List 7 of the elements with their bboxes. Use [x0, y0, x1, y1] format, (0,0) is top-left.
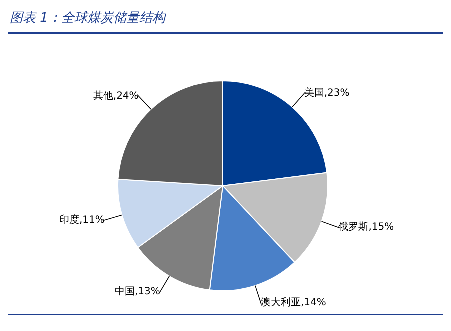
slice-label: 中国,13% [114, 285, 160, 298]
slice-label: 其他,24% [93, 90, 139, 102]
chart-title: 图表 1：全球煤炭储量结构 [8, 8, 443, 34]
slice-label: 澳大利亚,14% [261, 296, 326, 308]
slice-label: 美国,23% [304, 87, 350, 100]
slice-label: 俄罗斯,15% [338, 221, 394, 234]
slice-label: 印度,11% [59, 214, 105, 226]
